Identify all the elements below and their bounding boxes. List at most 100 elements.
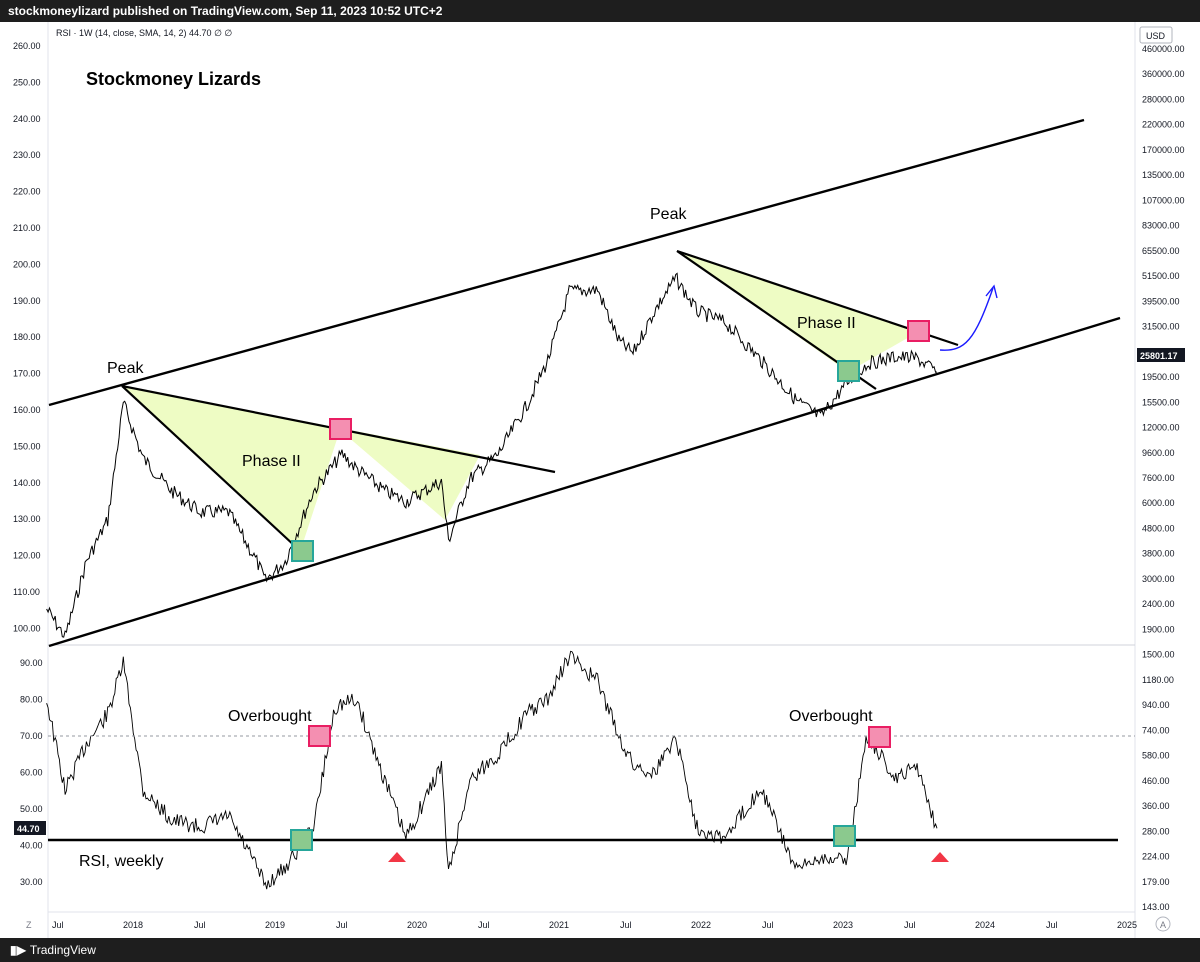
tradingview-logo-icon: ▮▶ [10,943,26,957]
pink-marker-price-2 [907,320,930,342]
currency-button[interactable] [1139,26,1173,44]
x-tick-label: Jul [194,920,206,930]
right-axis-tick: 51500.00 [1142,271,1180,281]
right-axis-tick: 224.00 [1142,852,1170,862]
rsi-axis-tick: 90.00 [20,658,43,668]
right-axis-tick: 1500.00 [1142,650,1175,660]
right-axis-tick: 460.00 [1142,776,1170,786]
x-tick-label: 2019 [265,920,285,930]
left-axis-tick: 170.00 [13,369,41,379]
right-axis-tick: 1900.00 [1142,624,1175,634]
rsi-last-value: 44.70 [17,824,40,834]
rsi-series [46,650,938,890]
channel-upper-line [48,118,1085,407]
x-tick-label: Jul [52,920,64,930]
left-axis-tick: 210.00 [13,223,41,233]
phase-fill-2 [677,251,918,372]
x-tick-label: 2023 [833,920,853,930]
green-marker-rsi-2 [833,825,856,847]
rsi-line [46,650,938,890]
right-axis-tick: 940.00 [1142,700,1170,710]
left-axis-tick: 240.00 [13,114,41,124]
right-axis-tick: 580.00 [1142,751,1170,761]
right-axis-tick: 2400.00 [1142,599,1175,609]
x-tick-label: 2022 [691,920,711,930]
left-axis-tick: 260.00 [13,41,41,51]
x-tick-label: Jul [620,920,632,930]
left-axis-tick: 140.00 [13,478,41,488]
right-axis-tick: 360000.00 [1142,69,1185,79]
a-button-circle[interactable] [1155,916,1171,932]
trendline-1-lower [121,385,311,561]
overbought-label-1: Overbought [228,708,312,725]
footer-bar: ▮▶ TradingView [0,938,1200,962]
x-tick-label: 2018 [123,920,143,930]
pink-marker-rsi-1 [308,725,331,747]
right-axis-tick: 220000.00 [1142,120,1185,130]
left-axis-tick: 230.00 [13,150,41,160]
publish-text: stockmoneylizard published on TradingVie… [8,4,443,18]
x-tick-label: 2025 [1117,920,1137,930]
chart-title: Stockmoney Lizards [86,69,261,89]
right-axis-tick: 3000.00 [1142,574,1175,584]
right-axis-tick: 31500.00 [1142,322,1180,332]
rsi-axis-tick: 70.00 [20,731,43,741]
x-tick-label: Jul [1046,920,1058,930]
left-axis-tick: 190.00 [13,296,41,306]
z-button[interactable]: Z [26,920,32,930]
left-axis-tick: 130.00 [13,514,41,524]
left-axis-tick: 100.00 [13,623,41,633]
rsi-axis-tick: 50.00 [20,804,43,814]
left-axis-tick: 160.00 [13,405,41,415]
left-axis-tick: 120.00 [13,551,41,561]
green-marker-rsi-1 [290,829,313,851]
x-axis: Jul 2018 Jul 2019 Jul 2020 Jul 2021 Jul 2022 Jul 20… [52,920,1137,930]
x-tick-label: 2020 [407,920,427,930]
rsi-pane-label: RSI, weekly [79,853,163,870]
footer-brand: TradingView [29,943,96,957]
right-axis-tick: 107000.00 [1142,195,1185,205]
chart-canvas: 260.00 250.00 240.00 230.00 220.00 210.00 200.… [0,22,1200,938]
channel-lower-line [48,316,1121,648]
right-axis-tick: 6000.00 [1142,498,1175,508]
right-axis-tick: 143.00 [1142,902,1170,912]
left-axis-tick: 180.00 [13,332,41,342]
right-axis-tick: 360.00 [1142,801,1170,811]
projection-arrow-head [985,284,998,299]
x-tick-label: Jul [904,920,916,930]
right-axis-tick: 740.00 [1142,725,1170,735]
overbought-label-2: Overbought [789,708,873,725]
right-axis-tick: 9600.00 [1142,448,1175,458]
right-axis-tick: 3800.00 [1142,549,1175,559]
right-axis-tick: 1180.00 [1142,675,1174,685]
publish-header: stockmoneylizard published on TradingVie… [0,0,1200,22]
left-axis-tick: 220.00 [13,187,41,197]
x-tick-label: 2021 [549,920,569,930]
last-price-value: 25801.17 [1140,351,1178,361]
peak-label-1: Peak [107,360,144,377]
phase-fill-1 [122,386,480,552]
green-marker-price-1 [291,540,314,562]
rsi-axis-tick: 30.00 [20,877,43,887]
left-axis: 260.00 250.00 240.00 230.00 220.00 210.00 200.… [13,41,41,633]
right-axis-tick: 4800.00 [1142,523,1175,533]
projection-arrow [939,287,994,351]
left-axis-tick: 250.00 [13,77,41,87]
phase-label-2: Phase II [797,315,856,332]
x-tick-label: Jul [762,920,774,930]
peak-label-2: Peak [650,206,687,223]
rsi-axis: 90.00 80.00 70.00 60.00 50.00 40.00 30.00 [20,658,43,887]
x-tick-label: Jul [336,920,348,930]
right-axis-tick: 170000.00 [1142,145,1185,155]
green-marker-price-2 [837,360,860,382]
x-tick-label: Jul [478,920,490,930]
red-triangle-1 [388,852,406,862]
right-axis-tick: 65500.00 [1142,246,1180,256]
right-axis-tick: 15500.00 [1142,397,1180,407]
rsi-last-badge [14,821,46,835]
price-series [46,272,938,638]
right-axis-tick: 83000.00 [1142,221,1180,231]
right-axis-tick: 12000.00 [1142,423,1180,433]
right-axis-tick: 7600.00 [1142,473,1175,483]
a-button[interactable]: A [1160,920,1166,930]
